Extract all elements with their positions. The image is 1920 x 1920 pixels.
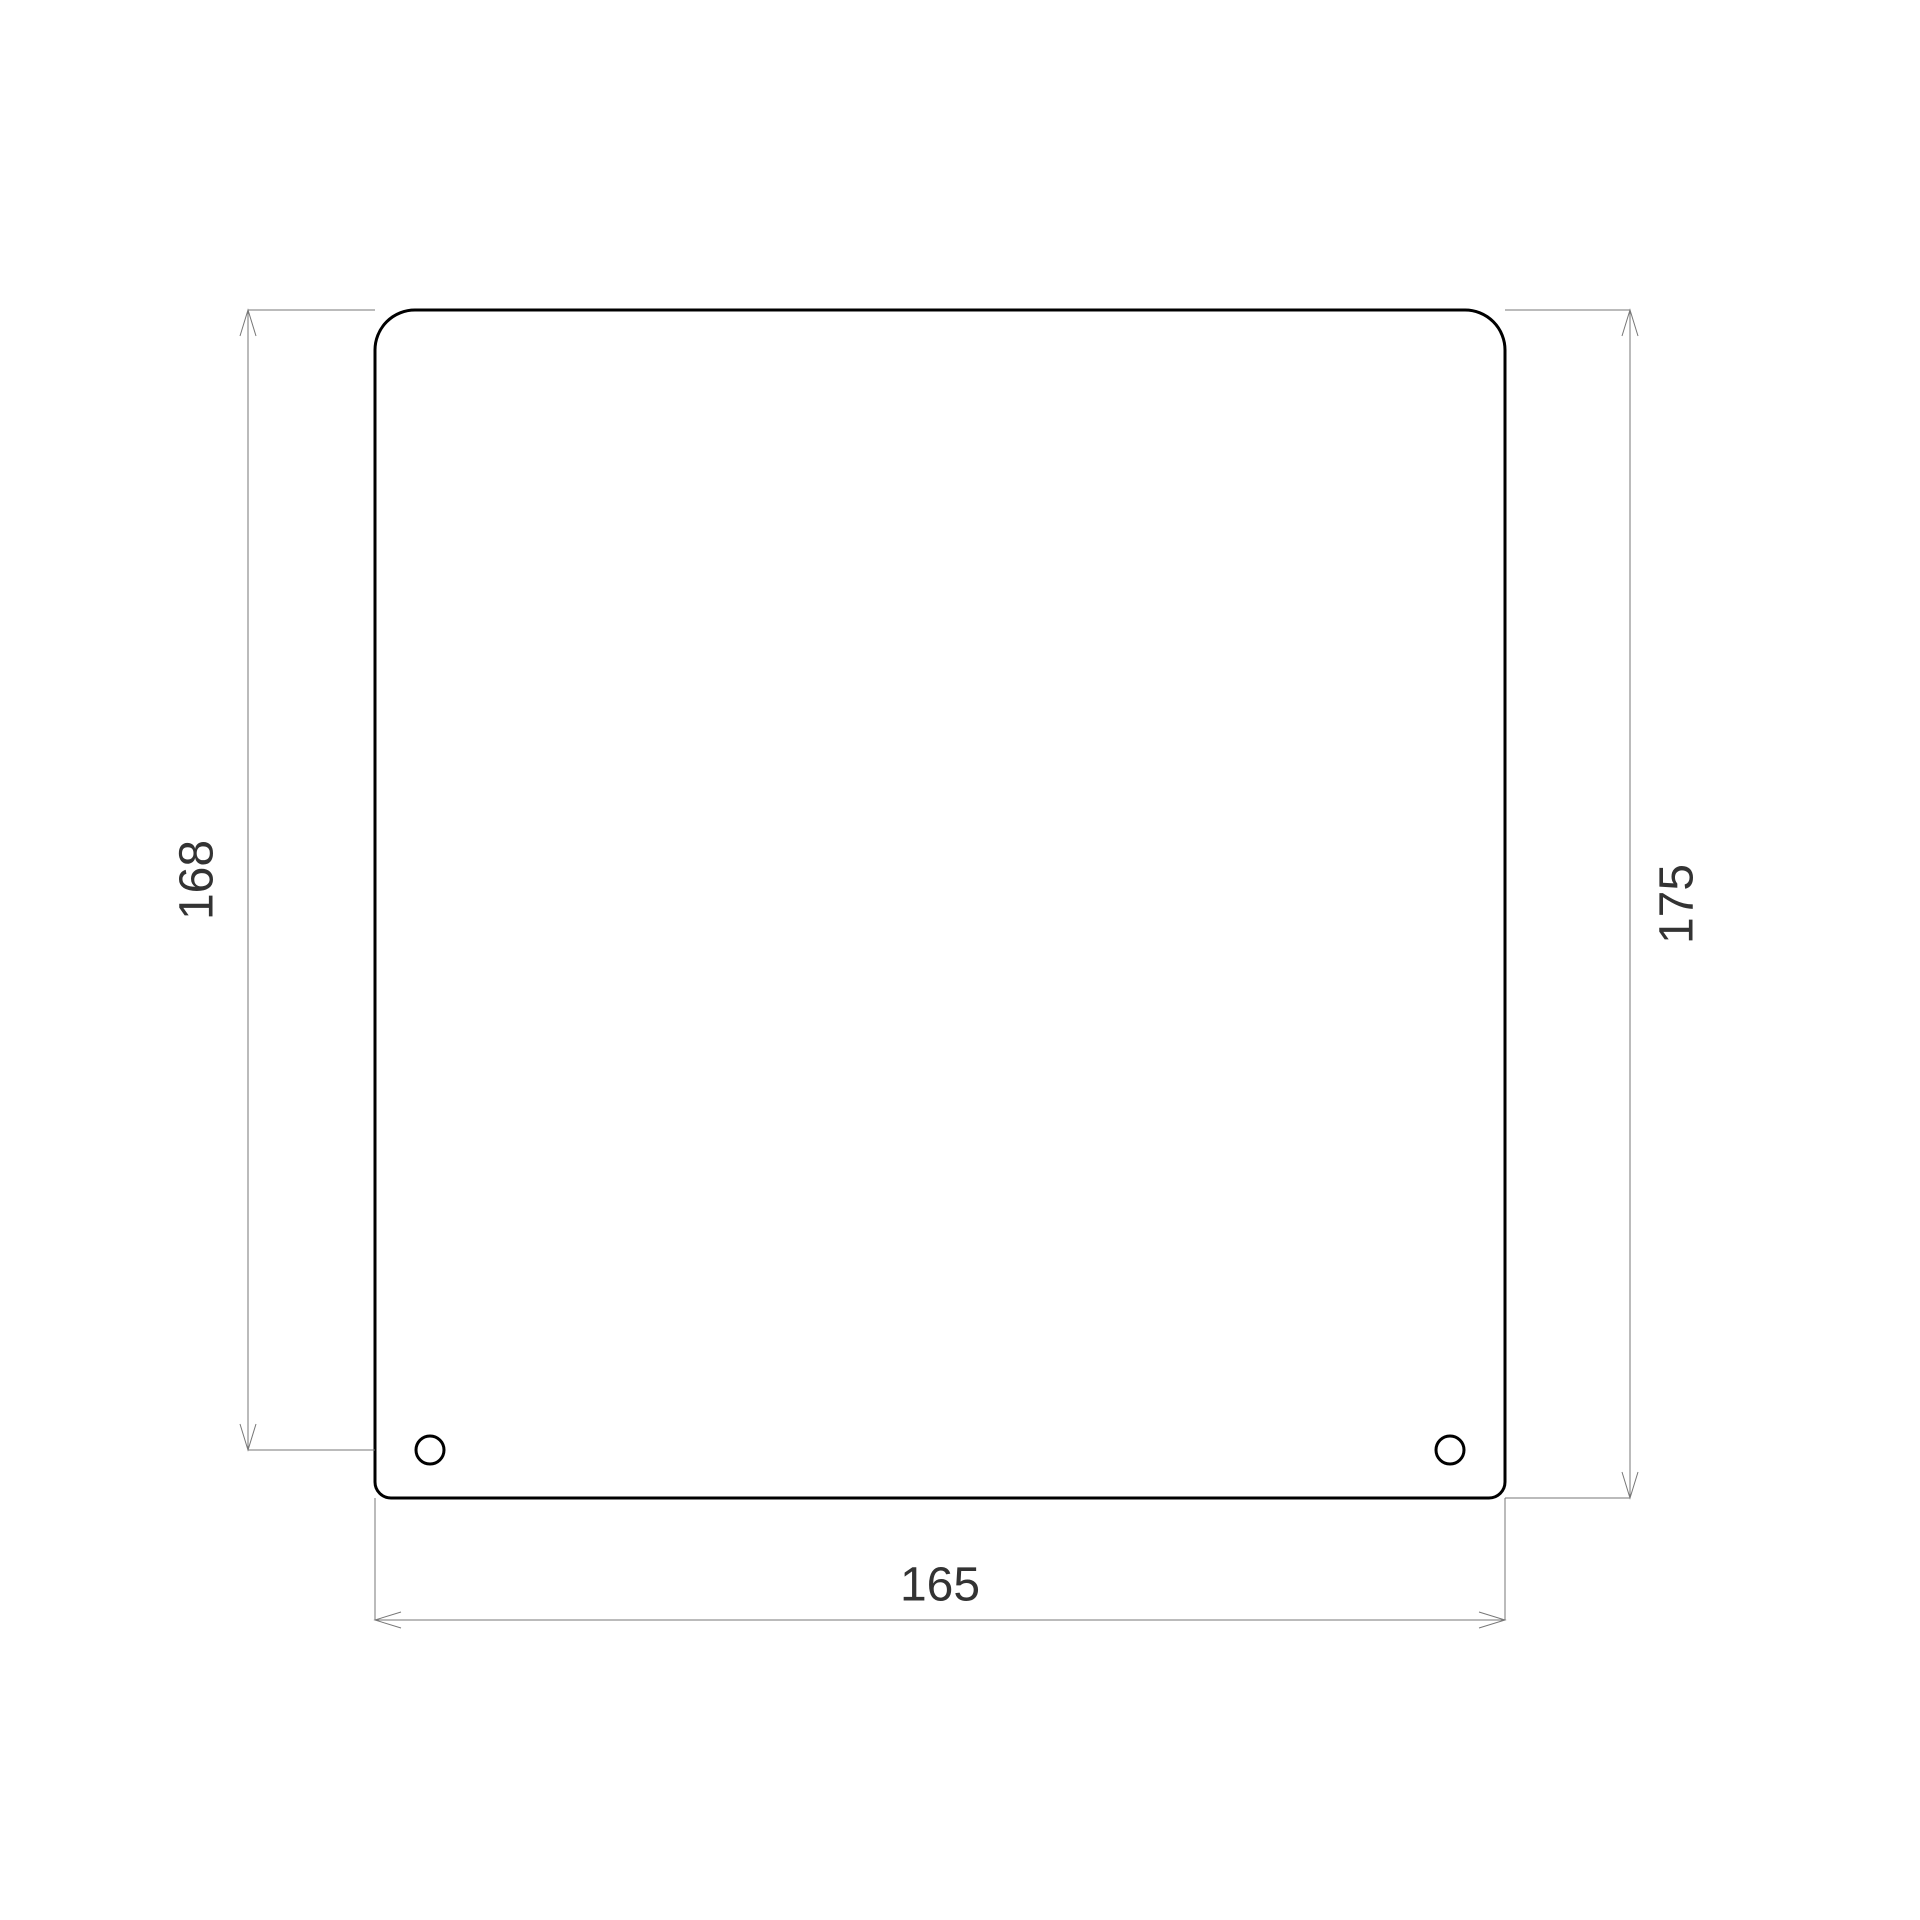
mounting-hole-left [416, 1436, 444, 1464]
part-outline [375, 310, 1505, 1498]
dim-left-value: 168 [171, 840, 224, 920]
dim-bottom-value: 165 [900, 1559, 980, 1612]
mounting-hole-right [1436, 1436, 1464, 1464]
dim-right-value: 175 [1651, 864, 1704, 944]
